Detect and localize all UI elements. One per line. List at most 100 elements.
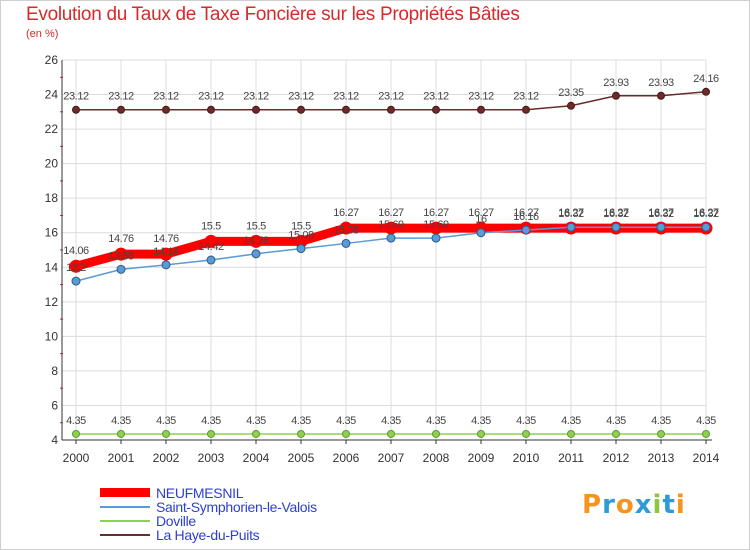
y-tick-label: 12 <box>45 295 59 309</box>
data-point <box>522 429 530 438</box>
data-label: 23.12 <box>288 91 314 103</box>
data-label: 4.35 <box>696 415 716 427</box>
data-point <box>387 429 395 438</box>
data-point <box>342 429 350 438</box>
data-label: 16.27 <box>648 207 674 219</box>
data-label: 4.35 <box>561 415 581 427</box>
data-point <box>204 234 218 248</box>
data-point <box>161 260 171 270</box>
data-point <box>612 91 620 100</box>
data-point <box>251 249 261 259</box>
data-point <box>567 101 575 110</box>
data-point <box>477 105 485 114</box>
data-label: 15.5 <box>291 220 311 232</box>
data-point <box>701 222 711 232</box>
data-point <box>342 105 350 114</box>
data-point <box>249 234 263 248</box>
data-point <box>206 255 216 265</box>
legend-label: Doville <box>156 513 196 529</box>
y-tick-label: 10 <box>45 329 59 343</box>
data-label: 14.06 <box>63 245 89 257</box>
data-label: 16.27 <box>693 207 719 219</box>
legend-label: La Haye-du-Puits <box>156 527 260 543</box>
data-point <box>72 105 80 114</box>
x-tick-label: 2014 <box>693 451 720 465</box>
data-point <box>116 264 126 274</box>
data-label: 23.12 <box>333 91 359 103</box>
data-label: 23.12 <box>63 91 89 103</box>
data-point <box>117 429 125 438</box>
data-label: 15.69 <box>423 219 449 231</box>
data-label: 4.35 <box>651 415 671 427</box>
data-label: 16.32 <box>603 208 629 220</box>
data-label: 15.5 <box>246 220 266 232</box>
data-label: 16.27 <box>468 207 494 219</box>
y-tick-label: 24 <box>45 88 59 102</box>
data-label: 16.32 <box>693 208 719 220</box>
data-label: 16.32 <box>648 208 674 220</box>
data-label: 24.16 <box>693 73 719 85</box>
data-label: 23.12 <box>513 91 539 103</box>
data-label: 4.35 <box>471 415 491 427</box>
data-label: 4.35 <box>156 415 176 427</box>
x-tick-label: 2009 <box>468 451 495 465</box>
legend-label: NEUFMESNIL <box>156 485 244 501</box>
x-tick-label: 2010 <box>513 451 540 465</box>
y-tick-label: 16 <box>45 226 59 240</box>
data-label: 23.12 <box>198 91 224 103</box>
logo-letter: t <box>662 490 676 520</box>
data-point <box>521 225 531 235</box>
data-point <box>657 429 665 438</box>
data-point <box>431 233 441 243</box>
logo-letter: o <box>615 490 635 520</box>
x-tick-label: 2007 <box>378 451 405 465</box>
data-point <box>702 429 710 438</box>
data-point <box>522 105 530 114</box>
data-point <box>612 429 620 438</box>
y-tick-label: 20 <box>45 157 59 171</box>
data-point <box>611 222 621 232</box>
x-tick-label: 2004 <box>243 451 270 465</box>
y-tick-label: 26 <box>45 53 59 67</box>
data-point <box>252 429 260 438</box>
data-label: 23.35 <box>558 87 584 99</box>
data-label: 16.27 <box>603 207 629 219</box>
data-point <box>296 244 306 254</box>
data-label: 16.32 <box>558 208 584 220</box>
data-point <box>207 105 215 114</box>
x-tick-label: 2002 <box>153 451 180 465</box>
data-label: 23.12 <box>423 91 449 103</box>
data-label: 4.35 <box>201 415 221 427</box>
legend-label: Saint-Symphorien-le-Valois <box>156 499 317 515</box>
data-point <box>432 429 440 438</box>
data-label: 4.35 <box>111 415 131 427</box>
y-tick-label: 8 <box>51 364 58 378</box>
data-point <box>72 429 80 438</box>
logo-letter: r <box>602 490 616 520</box>
data-point <box>117 105 125 114</box>
x-tick-label: 2013 <box>648 451 675 465</box>
data-label: 15.08 <box>288 230 314 242</box>
data-point <box>702 87 710 96</box>
data-label: 4.35 <box>381 415 401 427</box>
data-label: 16.27 <box>378 207 404 219</box>
data-point <box>477 429 485 438</box>
data-point <box>297 429 305 438</box>
x-tick-label: 2011 <box>558 451 584 465</box>
y-tick-label: 4 <box>51 433 58 447</box>
data-label: 4.35 <box>246 415 266 427</box>
data-point <box>162 105 170 114</box>
data-label: 14.76 <box>108 233 134 245</box>
data-label: 4.35 <box>336 415 356 427</box>
data-label: 4.35 <box>66 415 86 427</box>
data-label: 4.35 <box>426 415 446 427</box>
x-tick-label: 2008 <box>423 451 450 465</box>
data-point <box>567 429 575 438</box>
data-point <box>114 247 128 261</box>
data-label: 16.16 <box>513 211 539 223</box>
data-label: 4.35 <box>606 415 626 427</box>
legend-swatch <box>100 506 150 508</box>
data-label: 23.93 <box>603 77 629 89</box>
y-tick-label: 22 <box>45 122 59 136</box>
